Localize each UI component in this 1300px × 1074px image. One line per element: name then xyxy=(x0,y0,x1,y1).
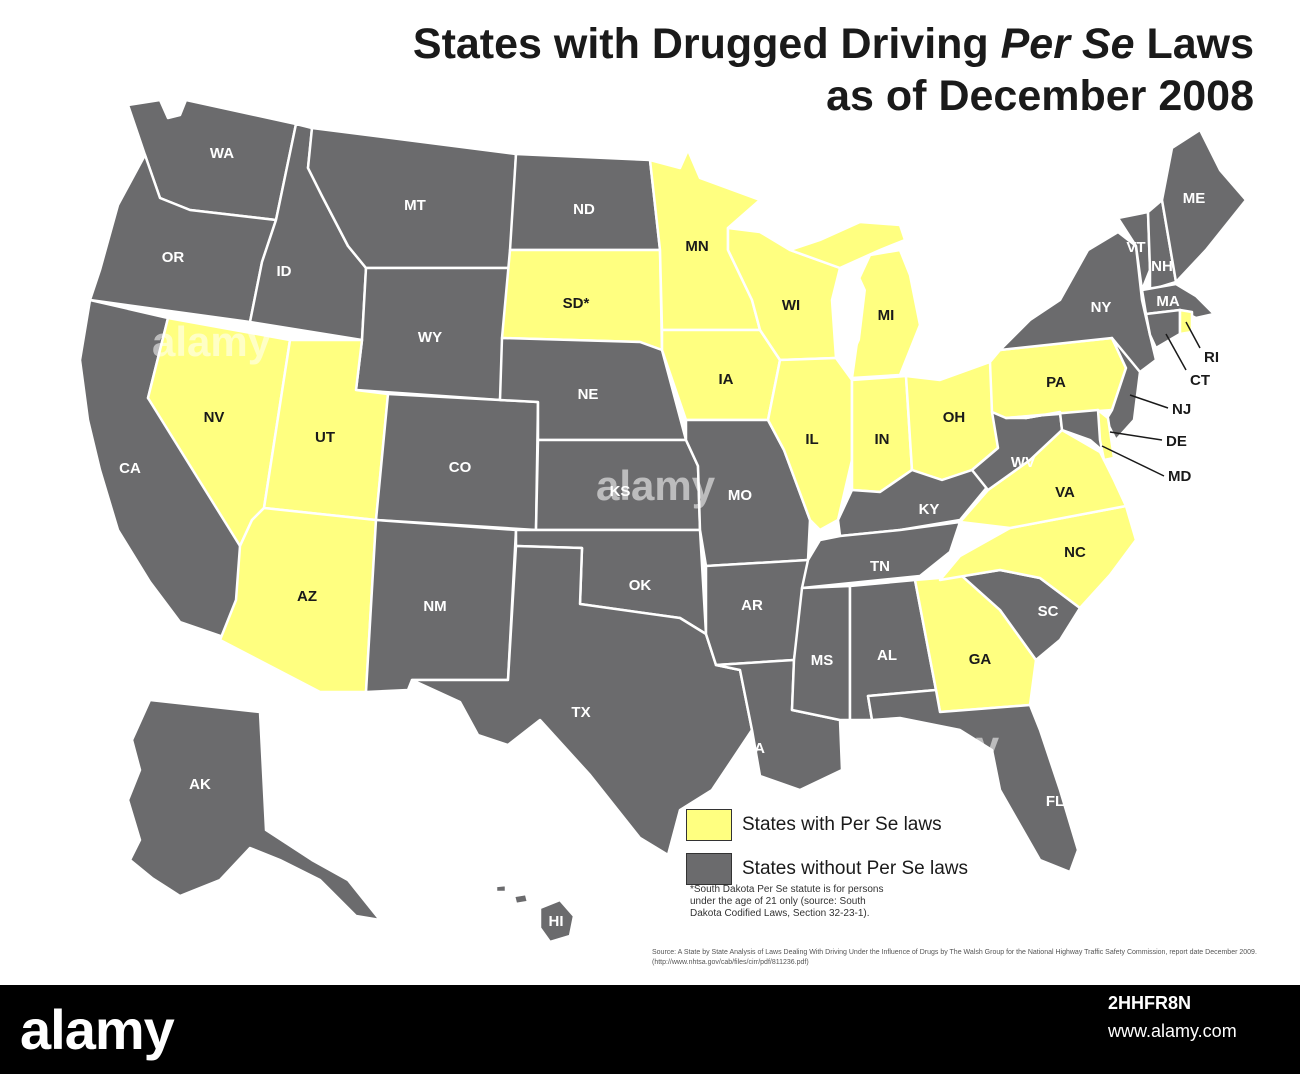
label-co: CO xyxy=(449,459,472,476)
state-tx xyxy=(410,544,754,857)
label-ma: MA xyxy=(1156,293,1179,310)
label-mn: MN xyxy=(685,238,708,255)
label-ia: IA xyxy=(719,371,734,388)
label-ne: NE xyxy=(578,386,599,403)
state-hi-small-1 xyxy=(512,892,530,906)
label-nv: NV xyxy=(204,409,225,426)
label-mt: MT xyxy=(404,197,426,214)
label-il: IL xyxy=(805,431,818,448)
leader-md xyxy=(1101,445,1165,477)
map-legend: States with Per Se laws States without P… xyxy=(686,805,968,893)
label-in: IN xyxy=(875,431,890,448)
legend-swatch-with-law xyxy=(686,809,732,841)
state-ak xyxy=(126,698,382,922)
label-md: MD xyxy=(1168,468,1191,485)
label-de: DE xyxy=(1166,433,1187,450)
state-labels: WA OR CA ID NV MT WY UT CO AZ NM ND SD* … xyxy=(119,145,1205,930)
label-oh: OH xyxy=(943,409,966,426)
label-tx: TX xyxy=(571,704,590,721)
label-or: OR xyxy=(162,249,185,266)
stock-logo: alamy xyxy=(20,998,175,1061)
stock-footer-bar: alamy 2HHFR8N www.alamy.com xyxy=(0,985,1300,1074)
label-wv: WV xyxy=(1011,454,1035,471)
label-wy: WY xyxy=(418,329,442,346)
legend-item-without-law: States without Per Se laws xyxy=(686,849,968,889)
label-ok: OK xyxy=(629,577,652,594)
label-tn: TN xyxy=(870,558,890,575)
stock-url: www.alamy.com xyxy=(1108,1021,1237,1041)
label-ct: CT xyxy=(1190,372,1210,389)
leader-ri xyxy=(1185,321,1201,349)
label-wa: WA xyxy=(210,145,234,162)
state-hi xyxy=(538,898,576,944)
state-nc xyxy=(938,504,1138,610)
state-hi-small-2 xyxy=(494,883,508,894)
state-mi-up xyxy=(788,220,907,270)
us-map: WA OR CA ID NV MT WY UT CO AZ NM ND SD* … xyxy=(78,98,1248,944)
label-nj: NJ xyxy=(1172,401,1191,418)
title-line-1: States with Drugged Driving Per Se Laws xyxy=(412,20,1254,68)
label-fl: FL xyxy=(1046,793,1064,810)
map-title: States with Drugged Driving Per Se Laws … xyxy=(413,18,1254,122)
label-al: AL xyxy=(877,647,897,664)
label-nd: ND xyxy=(573,201,595,218)
label-mo: MO xyxy=(728,487,752,504)
label-hi: HI xyxy=(549,913,564,930)
label-ak: AK xyxy=(189,776,211,793)
leader-de xyxy=(1109,431,1163,441)
label-nc: NC xyxy=(1064,544,1086,561)
label-va: VA xyxy=(1055,484,1075,501)
state-vt xyxy=(1116,210,1152,292)
label-ar: AR xyxy=(741,597,763,614)
lake-michigan xyxy=(838,268,866,358)
label-ny: NY xyxy=(1091,299,1112,316)
source-citation: Source: A State by State Analysis of Law… xyxy=(652,949,1257,966)
state-fl xyxy=(866,688,1080,874)
footnote: *South Dakota Per Se statute is for pers… xyxy=(690,884,884,919)
label-ks: KS xyxy=(610,483,631,500)
external-labels: RI CT NJ DE MD xyxy=(1101,321,1219,485)
legend-item-with-law: States with Per Se laws xyxy=(686,805,968,845)
label-mi: MI xyxy=(878,307,895,324)
label-wi: WI xyxy=(782,297,800,314)
leader-ct xyxy=(1165,333,1187,371)
label-ms: MS xyxy=(811,652,834,669)
map-figure: WA OR CA ID NV MT WY UT CO AZ NM ND SD* … xyxy=(78,18,1257,966)
legend-swatch-without-law xyxy=(686,853,732,885)
label-la: LA xyxy=(745,740,765,757)
title-line-2: as of December 2008 xyxy=(826,72,1254,120)
label-vt: VT xyxy=(1126,239,1145,256)
label-ga: GA xyxy=(969,651,992,668)
label-pa: PA xyxy=(1046,374,1066,391)
label-ky: KY xyxy=(919,501,940,518)
label-az: AZ xyxy=(297,588,317,605)
stock-image-id: 2HHFR8N xyxy=(1108,993,1192,1013)
label-ri: RI xyxy=(1204,349,1219,366)
legend-label-without-law: States without Per Se laws xyxy=(742,858,968,879)
label-nh: NH xyxy=(1151,258,1173,275)
label-nm: NM xyxy=(423,598,446,615)
leader-nj xyxy=(1129,394,1169,409)
state-me xyxy=(1160,128,1248,284)
state-de xyxy=(1096,408,1116,462)
label-id: ID xyxy=(277,263,292,280)
legend-label-with-law: States with Per Se laws xyxy=(742,814,942,835)
label-me: ME xyxy=(1183,190,1206,207)
state-mi xyxy=(848,248,922,380)
state-ct xyxy=(1144,308,1182,350)
label-ut: UT xyxy=(315,429,335,446)
label-sc: SC xyxy=(1038,603,1059,620)
state-il xyxy=(766,356,854,532)
label-ca: CA xyxy=(119,460,141,477)
label-sd: SD* xyxy=(563,295,590,312)
